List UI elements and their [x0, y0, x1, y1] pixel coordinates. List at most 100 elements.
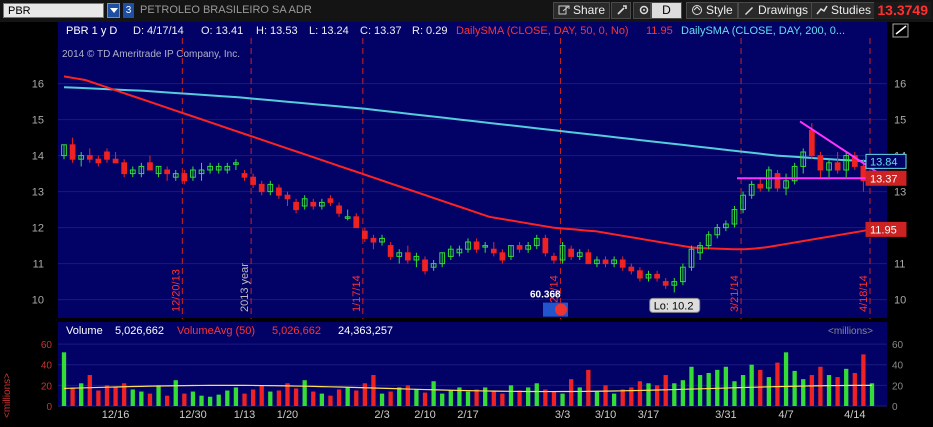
volume-bar	[629, 387, 634, 406]
candle-body	[95, 158, 102, 164]
pencil-icon	[745, 7, 753, 15]
volume-bar	[139, 391, 144, 406]
volume-bar	[225, 390, 230, 406]
candle-body	[671, 281, 678, 286]
volume-bar	[809, 375, 814, 406]
volume-bar	[646, 383, 651, 406]
candle-body	[654, 273, 660, 279]
candle-body	[413, 255, 420, 261]
volume-bar	[328, 395, 333, 406]
volume-bar	[637, 381, 643, 406]
volume-bar	[414, 389, 419, 406]
style-icon	[692, 5, 702, 15]
volume-units: <millions>	[828, 326, 873, 337]
price-tick-label-left: 12	[32, 223, 44, 235]
volume-bar	[723, 366, 729, 406]
volume-bar	[122, 383, 127, 406]
candle-body	[697, 245, 703, 254]
volume-bar	[147, 393, 153, 406]
volume-bar	[766, 377, 771, 406]
volume-bar	[706, 372, 711, 406]
volume-avg-label[interactable]: VolumeAvg (50)	[177, 325, 255, 337]
candle-body	[576, 252, 583, 257]
low-label: Lo: 10.2	[654, 300, 694, 312]
candle-body	[439, 252, 446, 265]
chart-title: PBR 1 y D	[66, 25, 117, 37]
symbol-input[interactable]: PBR	[3, 3, 104, 18]
candle-body	[473, 241, 480, 250]
candle-body	[783, 180, 789, 189]
aggregation-d-button[interactable]: D	[651, 2, 682, 19]
link-group-button[interactable]: 3	[123, 3, 134, 18]
volume-bar	[526, 387, 531, 406]
volume-label: Volume	[66, 325, 103, 337]
price-tick-label-left: 16	[32, 79, 44, 91]
event-label: 4/18/14	[858, 275, 870, 312]
candle-body	[602, 259, 609, 265]
gear-icon	[639, 5, 649, 15]
candle-body	[834, 162, 841, 171]
price-tick-label-right: 15	[894, 115, 906, 127]
volume-bar	[457, 387, 462, 406]
candle-body	[456, 248, 463, 254]
candle-body	[723, 223, 729, 229]
volume-bar	[431, 381, 436, 406]
volume-avg-value: 5,026,662	[272, 325, 321, 337]
candle-body	[387, 245, 394, 257]
collapse-icon[interactable]	[892, 23, 909, 38]
volume-bar	[190, 391, 196, 406]
close-price-tag: 13.37	[870, 173, 898, 185]
volume-tick-label-left: 60	[41, 340, 53, 351]
candle-body	[129, 169, 136, 175]
candle-body	[404, 252, 411, 261]
close-price-tag-bg	[865, 170, 907, 186]
volume-bar	[259, 385, 264, 406]
studies-button[interactable]: Studies	[811, 2, 877, 19]
volume-bar	[113, 387, 118, 406]
volume-bar	[96, 390, 101, 406]
volume-bar	[104, 385, 110, 406]
moving-averages	[63, 75, 873, 251]
company-name: PETROLEO BRASILEIRO SA ADR	[140, 4, 312, 16]
tools-button[interactable]	[611, 2, 631, 19]
symbol-dropdown-button[interactable]	[107, 3, 120, 18]
candle-body	[284, 194, 291, 200]
settings-button[interactable]	[633, 2, 651, 19]
candle-body	[705, 234, 712, 247]
volume-bar	[199, 395, 204, 406]
date-axis: 12/16 12/30 1/13 1/20 2/3 2/10 2/17 3/3 3/10 3/17…	[102, 409, 866, 421]
event-label: 3/21/14	[729, 275, 741, 312]
volume-bar	[758, 369, 763, 406]
date-tick-label: 3/31	[715, 409, 736, 421]
share-button[interactable]: Share	[553, 2, 611, 19]
volume-bar	[500, 393, 505, 406]
price-tick-label-left: 15	[32, 115, 44, 127]
candle-body	[585, 252, 592, 265]
candle-body	[594, 259, 600, 265]
volume-tick-label-left: 0	[46, 402, 52, 413]
price-chart[interactable]: PBR 1 y D D: 4/17/14 O: 13.41 H: 13.53 L…	[0, 22, 933, 427]
candle-body	[490, 248, 497, 254]
candle-body	[267, 183, 274, 193]
share-icon	[558, 5, 570, 15]
drawings-button[interactable]: Drawings	[738, 2, 814, 19]
candle-body	[155, 165, 162, 175]
volume-bars	[61, 352, 875, 406]
volume-bar	[422, 392, 428, 406]
sma200-label[interactable]: DailySMA (CLOSE, DAY, 200, 0...	[681, 25, 845, 37]
volume-tick-label-right: 20	[892, 381, 904, 392]
style-button[interactable]: Style	[686, 2, 738, 19]
volume-bar	[336, 389, 342, 406]
volume-bar	[465, 391, 471, 406]
volume-bar	[663, 375, 668, 406]
volume-bar	[551, 391, 557, 406]
candle-body	[817, 155, 824, 171]
sma50-price-tag-bg	[865, 221, 907, 237]
sma50-label[interactable]: DailySMA (CLOSE, DAY, 50, 0, No)	[456, 25, 629, 37]
candle-body	[310, 201, 317, 207]
volume-bar	[534, 383, 539, 406]
candle-body	[379, 237, 385, 243]
copyright: 2014 © TD Ameritrade IP Company, Inc.	[62, 49, 240, 60]
volume-bar	[491, 391, 496, 406]
volume-bar	[775, 362, 780, 406]
